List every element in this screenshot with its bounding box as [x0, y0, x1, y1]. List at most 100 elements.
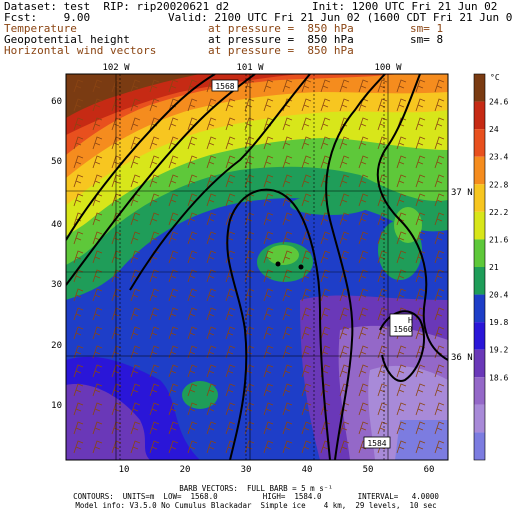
colorbar-level-label: 21.6: [489, 235, 508, 244]
colorbar-swatch: [474, 377, 485, 405]
wind-barb: [73, 402, 84, 416]
latitude-labels: 37 N 36 N: [451, 188, 473, 363]
wind-barb: [358, 193, 369, 207]
wind-barb: [434, 269, 445, 283]
temperature-field: [66, 74, 448, 460]
wind-barb: [282, 174, 293, 188]
wind-barb: [301, 440, 312, 454]
wind-barb: [301, 250, 312, 264]
wind-barb: [149, 79, 160, 93]
wind-barb: [320, 288, 331, 302]
wind-barb: [415, 79, 426, 93]
wind-barb: [358, 231, 369, 245]
wind-barb: [73, 250, 84, 264]
wind-barb: [73, 117, 84, 131]
colorbar-swatch: [474, 129, 485, 157]
colorbar-level-label: 22.2: [489, 208, 508, 217]
x-tick: 30: [241, 465, 252, 475]
wind-barb: [73, 79, 84, 93]
wind-barb: [358, 307, 369, 321]
wind-barb: [358, 402, 369, 416]
wind-barb: [282, 326, 293, 340]
wind-barb: [168, 402, 179, 416]
wind-barb: [339, 440, 350, 454]
field-height-pressure: at pressure = 850 hPa: [208, 33, 354, 46]
colorbar-level-label: 24.6: [489, 98, 508, 107]
colorbar-swatch: [474, 432, 485, 460]
wind-barb: [92, 117, 103, 131]
colorbar-swatch: [474, 404, 485, 433]
wind-barb: [301, 421, 312, 435]
wind-barb: [92, 79, 103, 93]
wind-barb: [263, 421, 274, 435]
wind-barb: [92, 421, 103, 435]
wind-barb: [415, 231, 426, 245]
wind-barb: [263, 98, 274, 112]
wind-barb: [339, 155, 350, 169]
wind-barb: [244, 155, 255, 169]
x-tick: 40: [302, 465, 313, 475]
wind-barb: [168, 288, 179, 302]
wind-barb: [320, 307, 331, 321]
wind-barb: [301, 98, 312, 112]
wind-barb: [73, 231, 84, 245]
colorbar-swatch: [474, 156, 485, 185]
wind-barb: [301, 288, 312, 302]
station-marker: [275, 261, 281, 267]
colorbar-level-label: 21: [489, 263, 499, 272]
model-info: Model info: V3.5.0 No Cumulus Blackadar …: [75, 501, 437, 510]
wind-barb: [263, 307, 274, 321]
field-height-smoothing: sm= 8: [410, 33, 444, 46]
wind-barb: [263, 383, 274, 397]
wind-barb: [168, 231, 179, 245]
wind-barb: [434, 421, 445, 435]
colorbar-level-label: 18.6: [489, 373, 508, 382]
wind-barb: [244, 269, 255, 283]
wind-barb: [358, 79, 369, 93]
wind-barb: [396, 269, 407, 283]
wind-barb: [339, 231, 350, 245]
wind-barb: [92, 345, 103, 359]
wind-barb: [358, 174, 369, 188]
wind-barb: [187, 269, 198, 283]
wind-barb: [263, 136, 274, 150]
wind-barb: [73, 345, 84, 359]
colorbar-swatch: [474, 267, 485, 295]
wind-barb: [206, 212, 217, 226]
wind-barb: [263, 193, 274, 207]
field-wind-name: Horizontal wind vectors: [4, 44, 157, 57]
forecast-hour-label: Fcst: 9.00: [4, 11, 91, 24]
wind-barb: [73, 383, 84, 397]
wind-barb: [320, 345, 331, 359]
wind-barb: [282, 212, 293, 226]
wind-barb: [130, 345, 141, 359]
wind-barb: [149, 421, 160, 435]
wind-barb: [320, 231, 331, 245]
wind-barb: [149, 345, 160, 359]
barb-vectors-info: BARB VECTORS: FULL BARB = 5 m s⁻¹: [179, 484, 333, 493]
wind-barb: [206, 269, 217, 283]
wind-barb: [73, 193, 84, 207]
wind-barb: [244, 117, 255, 131]
wind-barb: [187, 326, 198, 340]
wind-barb: [301, 269, 312, 283]
wind-barb: [73, 440, 84, 454]
wind-barb: [206, 117, 217, 131]
wind-barb: [168, 250, 179, 264]
wind-barb: [149, 383, 160, 397]
wind-barb: [168, 155, 179, 169]
colorbar-swatch: [474, 101, 485, 130]
wind-barb: [415, 421, 426, 435]
colorbar-swatch: [474, 322, 485, 350]
wind-barb: [168, 174, 179, 188]
wind-barb: [225, 307, 236, 321]
wind-barb: [434, 136, 445, 150]
wind-barb: [434, 174, 445, 188]
wind-barb: [339, 307, 350, 321]
colorbar-level-label: 19.8: [489, 318, 508, 327]
wind-barb: [130, 174, 141, 188]
wind-barb: [263, 212, 274, 226]
wind-barb: [130, 326, 141, 340]
colorbar-swatch: [474, 239, 485, 267]
